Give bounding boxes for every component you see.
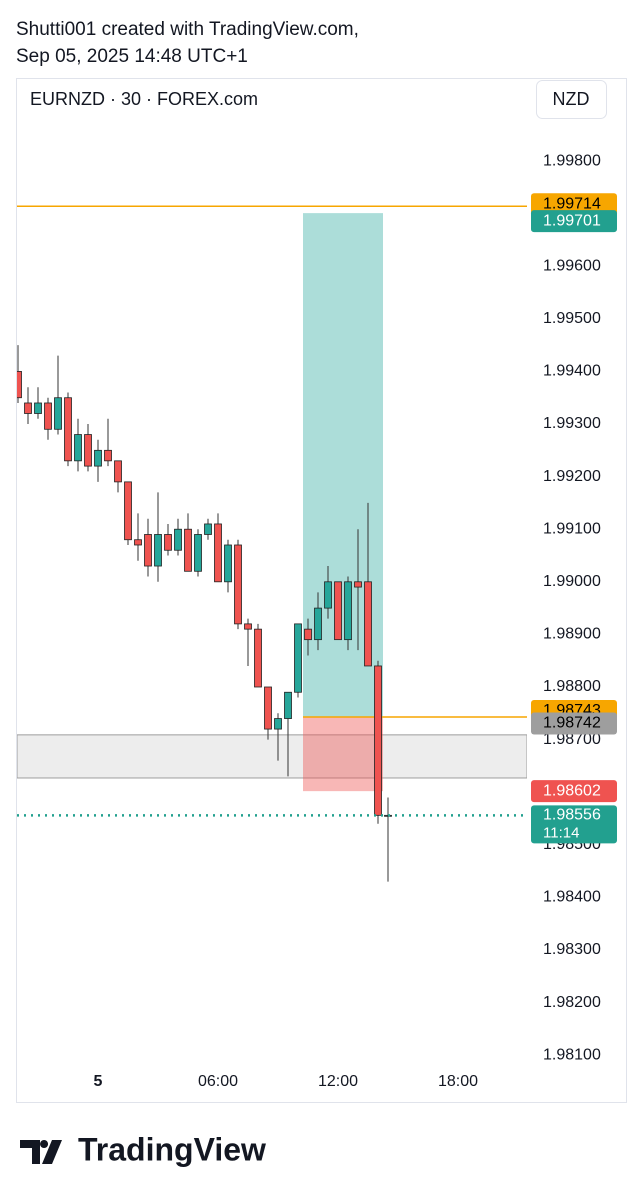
y-tick-label: 1.99400 [543, 363, 601, 380]
candle-body [234, 544, 242, 625]
candle-body [244, 623, 252, 630]
candle-body [314, 607, 322, 641]
x-tick-label: 18:00 [438, 1073, 478, 1090]
candle-body [264, 686, 272, 730]
candle-body [254, 628, 262, 688]
candle-body [184, 528, 192, 572]
candle-body [284, 691, 292, 719]
price-label-box [531, 210, 617, 233]
candle-body [34, 402, 42, 414]
currency-label: NZD [553, 89, 590, 109]
plot [17, 205, 527, 882]
price-label-box [531, 193, 617, 216]
candle-body [84, 434, 92, 467]
candle-body [124, 481, 132, 541]
candle-body [324, 581, 332, 609]
y-tick-label: 1.99800 [543, 152, 601, 169]
price-labels: 1.997141.997011.987431.987421.986021.985… [531, 193, 617, 844]
y-tick-label: 1.98300 [543, 941, 601, 958]
x-tick-label: 06:00 [198, 1073, 238, 1090]
countdown: 11:14 [543, 824, 579, 841]
price-label: 1.99701 [543, 212, 601, 229]
last-price-label: 1.98556 [543, 807, 601, 824]
x-tick-label: 5 [94, 1073, 103, 1090]
y-tick-label: 1.98400 [543, 889, 601, 906]
logo: TradingView [20, 1131, 266, 1167]
candle-body [134, 539, 142, 546]
y-tick-label: 1.99300 [543, 415, 601, 432]
candle-body [17, 371, 22, 399]
candle-body [54, 397, 62, 430]
y-tick-label: 1.98700 [543, 731, 601, 748]
candle-body [334, 581, 342, 641]
symbol-title: EURNZD · 30 · FOREX.com [30, 89, 258, 109]
candle-body [74, 434, 82, 462]
stop-area [303, 716, 383, 792]
y-tick-label: 1.99600 [543, 257, 601, 274]
candle-body [374, 665, 382, 816]
x-tick-label: 12:00 [318, 1073, 358, 1090]
price-label-box [531, 780, 617, 803]
candle-body [64, 397, 72, 462]
candle-body [164, 534, 172, 551]
candle-body [354, 581, 362, 588]
candle-body [194, 534, 202, 572]
logo-icon [20, 1140, 62, 1164]
brand: TradingView [78, 1131, 266, 1167]
y-tick-label: 1.99100 [543, 520, 601, 537]
candle-body [44, 402, 52, 430]
price-axis: 1.981001.982001.983001.984001.985001.986… [543, 152, 601, 1063]
currency-button[interactable] [536, 80, 607, 119]
candle-body [24, 402, 32, 414]
candle-body [144, 534, 152, 567]
y-tick-label: 1.98200 [543, 994, 601, 1011]
candle-body [104, 449, 112, 462]
zone [17, 734, 527, 779]
candle-body [154, 534, 162, 567]
last-price-box [531, 805, 617, 844]
candle-body [274, 718, 282, 730]
y-tick-label: 1.99200 [543, 468, 601, 485]
candle-body [214, 523, 222, 583]
y-tick-label: 1.98900 [543, 626, 601, 643]
candle-body [364, 581, 372, 667]
candle-body [204, 523, 212, 535]
price-label-box [531, 712, 617, 735]
y-tick-label: 1.99500 [543, 310, 601, 327]
candle-body [224, 544, 232, 583]
chart-frame [16, 78, 627, 1103]
y-tick-label: 1.98800 [543, 678, 601, 695]
candle-body [94, 449, 102, 467]
y-tick-label: 1.98100 [543, 1046, 601, 1063]
candle-body [294, 623, 302, 693]
candle-body [344, 581, 352, 641]
candle-body [174, 528, 182, 551]
price-label: 1.98602 [543, 782, 601, 799]
candle-body [114, 460, 122, 483]
price-label: 1.98742 [543, 715, 601, 732]
y-tick-label: 1.99000 [543, 573, 601, 590]
candle-body [304, 628, 312, 641]
date-line: Sep 05, 2025 14:48 UTC+1 [16, 46, 248, 67]
author-line: Shutti001 created with TradingView.com, [16, 19, 359, 40]
price-label: 1.99714 [543, 195, 601, 212]
